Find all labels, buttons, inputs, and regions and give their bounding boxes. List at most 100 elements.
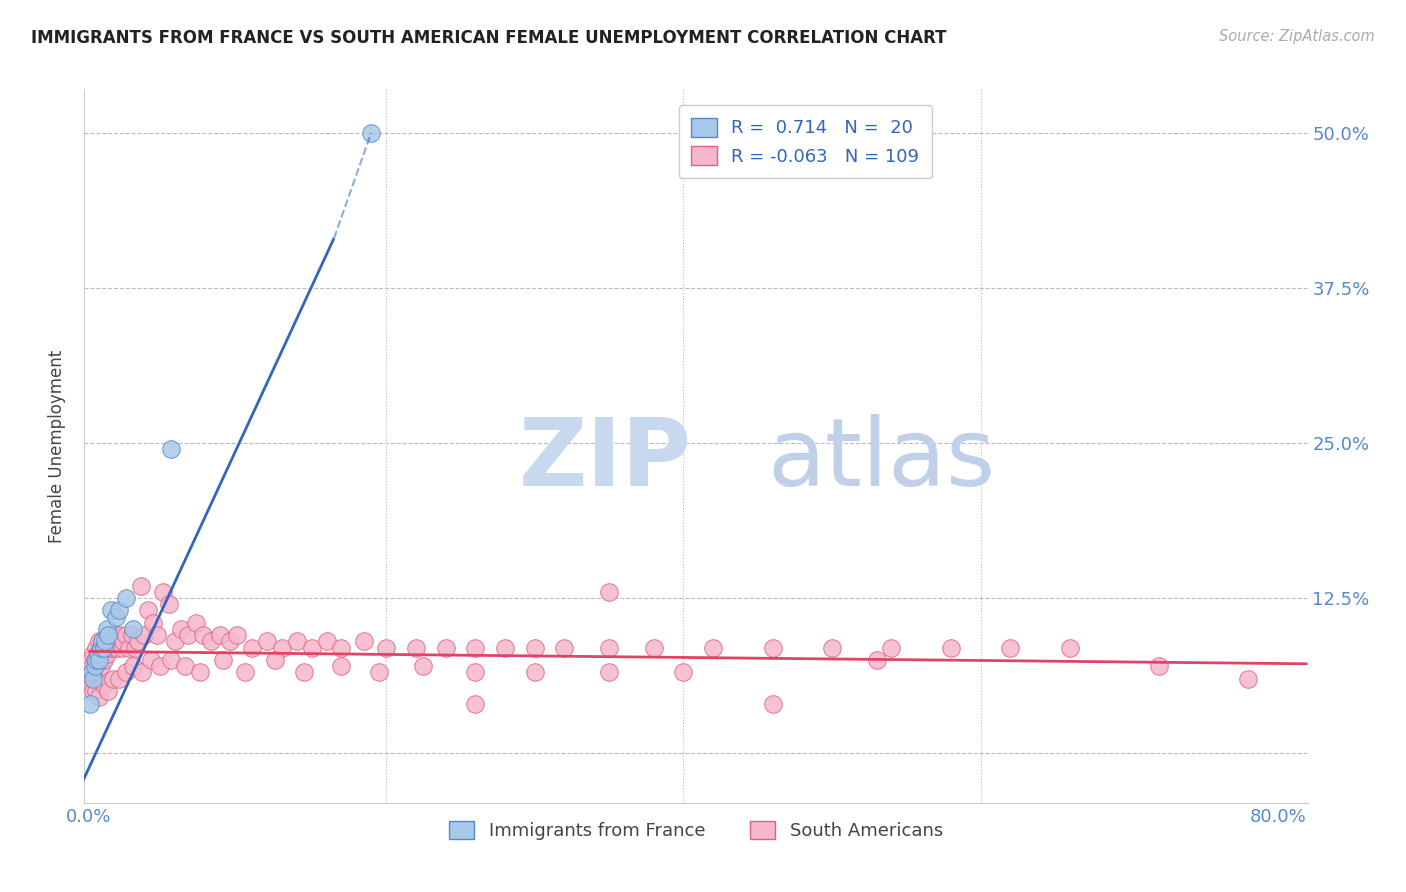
Point (219, 634, 242, 648)
Point (292, 665, 315, 680)
Point (84, 653, 107, 667)
Point (98, 640, 121, 655)
Point (184, 615, 207, 630)
Point (90, 659, 112, 673)
Text: ZIP: ZIP (519, 414, 692, 507)
Point (91, 653, 114, 667)
Point (118, 640, 141, 655)
Point (121, 628, 143, 642)
Point (82, 684, 104, 698)
Point (84, 684, 107, 698)
Point (96, 622, 118, 636)
Point (80, 678, 103, 692)
Point (105, 640, 128, 655)
Point (412, 659, 434, 673)
Point (330, 659, 353, 673)
Point (84, 640, 107, 655)
Point (939, 640, 962, 655)
Point (89, 653, 111, 667)
Point (1237, 672, 1260, 686)
Point (90, 640, 112, 655)
Point (159, 442, 181, 456)
Point (375, 640, 398, 655)
Point (79, 672, 101, 686)
Point (83, 659, 105, 673)
Text: atlas: atlas (766, 414, 995, 507)
Point (256, 634, 278, 648)
Text: IMMIGRANTS FROM FRANCE VS SOUTH AMERICAN FEMALE UNEMPLOYMENT CORRELATION CHART: IMMIGRANTS FROM FRANCE VS SOUTH AMERICAN… (31, 29, 946, 46)
Point (94, 634, 117, 648)
Point (101, 672, 124, 686)
Point (80, 665, 103, 680)
Point (84, 659, 107, 673)
Point (122, 659, 145, 673)
Point (177, 628, 200, 642)
Point (87, 647, 110, 661)
Point (83, 672, 105, 686)
Point (233, 665, 256, 680)
Point (598, 640, 620, 655)
Point (464, 640, 486, 655)
Point (83, 653, 105, 667)
Point (115, 591, 138, 605)
Point (79, 653, 101, 667)
Point (523, 665, 546, 680)
Point (157, 597, 180, 611)
Point (107, 672, 129, 686)
Point (865, 653, 887, 667)
Point (315, 634, 337, 648)
Point (89, 690, 111, 705)
Point (494, 640, 516, 655)
Point (104, 609, 127, 624)
Point (152, 584, 174, 599)
Point (643, 640, 665, 655)
Point (89, 634, 111, 648)
Point (82, 647, 104, 661)
Point (211, 653, 233, 667)
Point (122, 622, 145, 636)
Point (464, 665, 486, 680)
Point (89, 653, 111, 667)
Point (174, 659, 197, 673)
Text: Source: ZipAtlas.com: Source: ZipAtlas.com (1219, 29, 1375, 44)
Point (97, 684, 120, 698)
Point (821, 640, 844, 655)
Point (100, 603, 122, 617)
Point (96, 647, 118, 661)
Point (1147, 659, 1170, 673)
Point (330, 640, 353, 655)
Point (149, 659, 172, 673)
Point (142, 615, 165, 630)
Point (170, 622, 193, 636)
Point (97, 634, 120, 648)
Point (353, 634, 375, 648)
Point (93, 678, 115, 692)
Point (80, 659, 103, 673)
Point (761, 640, 783, 655)
Point (90, 640, 112, 655)
Point (93, 640, 115, 655)
Point (208, 628, 231, 642)
Point (82, 672, 104, 686)
Legend: Immigrants from France, South Americans: Immigrants from France, South Americans (441, 814, 950, 847)
Point (104, 628, 127, 642)
Point (124, 640, 146, 655)
Point (193, 628, 215, 642)
Point (115, 628, 138, 642)
Point (405, 640, 427, 655)
Point (553, 640, 575, 655)
Point (598, 584, 620, 599)
Point (94, 634, 117, 648)
Point (141, 653, 163, 667)
Point (87, 665, 110, 680)
Point (360, 126, 382, 140)
Point (200, 634, 222, 648)
Point (101, 640, 124, 655)
Point (127, 634, 149, 648)
Point (702, 640, 724, 655)
Point (226, 628, 249, 642)
Point (136, 603, 159, 617)
Point (163, 634, 186, 648)
Point (100, 628, 122, 642)
Point (301, 640, 323, 655)
